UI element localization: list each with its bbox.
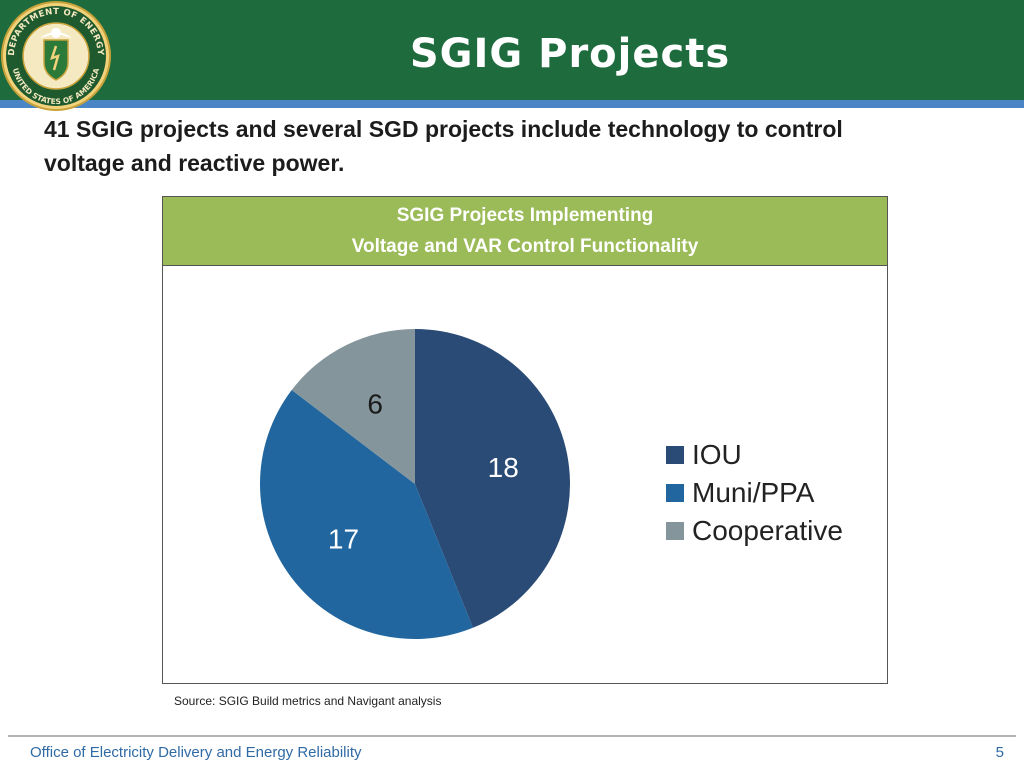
doe-seal-logo: DEPARTMENT OF ENERGY UNITED STATES OF AM… — [1, 1, 111, 111]
legend-label-cooperative: Cooperative — [692, 515, 843, 546]
legend-label-iou: IOU — [692, 439, 742, 470]
source-note: Source: SGIG Build metrics and Navigant … — [174, 694, 442, 708]
header-bar — [0, 0, 1024, 100]
subtitle-line-1: 41 SGIG projects and several SGD project… — [44, 116, 843, 142]
chart-header: SGIG Projects Implementing Voltage and V… — [163, 197, 887, 266]
chart-panel: SGIG Projects Implementing Voltage and V… — [162, 196, 888, 684]
footer-divider — [8, 735, 1016, 737]
pie-slice-muni-ppa — [259, 390, 473, 639]
legend-label-muni-ppa: Muni/PPA — [692, 477, 815, 508]
pie-slice-cooperative — [291, 329, 415, 484]
pie-slice-iou — [415, 329, 570, 628]
subtitle-line-2: voltage and reactive power. — [44, 150, 345, 176]
data-label-iou: 18 — [488, 452, 519, 483]
slide-title: SGIG Projects — [409, 31, 731, 77]
header-stripe — [0, 100, 1024, 108]
slide-subtitle: 41 SGIG projects and several SGD project… — [44, 112, 924, 180]
legend-swatch-iou — [666, 446, 684, 464]
legend-swatch-muni-ppa — [666, 484, 684, 502]
pie-chart: 18 17 6 IOU Muni/PPA Cooperative — [259, 329, 843, 639]
page-number: 5 — [995, 744, 1004, 761]
data-label-muni-ppa: 17 — [328, 523, 359, 554]
legend-swatch-cooperative — [666, 522, 684, 540]
chart-header-line-2: Voltage and VAR Control Functionality — [351, 236, 699, 257]
data-label-cooperative: 6 — [367, 388, 383, 419]
chart-header-line-1: SGIG Projects Implementing — [396, 205, 654, 226]
footer-office-name: Office of Electricity Delivery and Energ… — [30, 744, 362, 761]
